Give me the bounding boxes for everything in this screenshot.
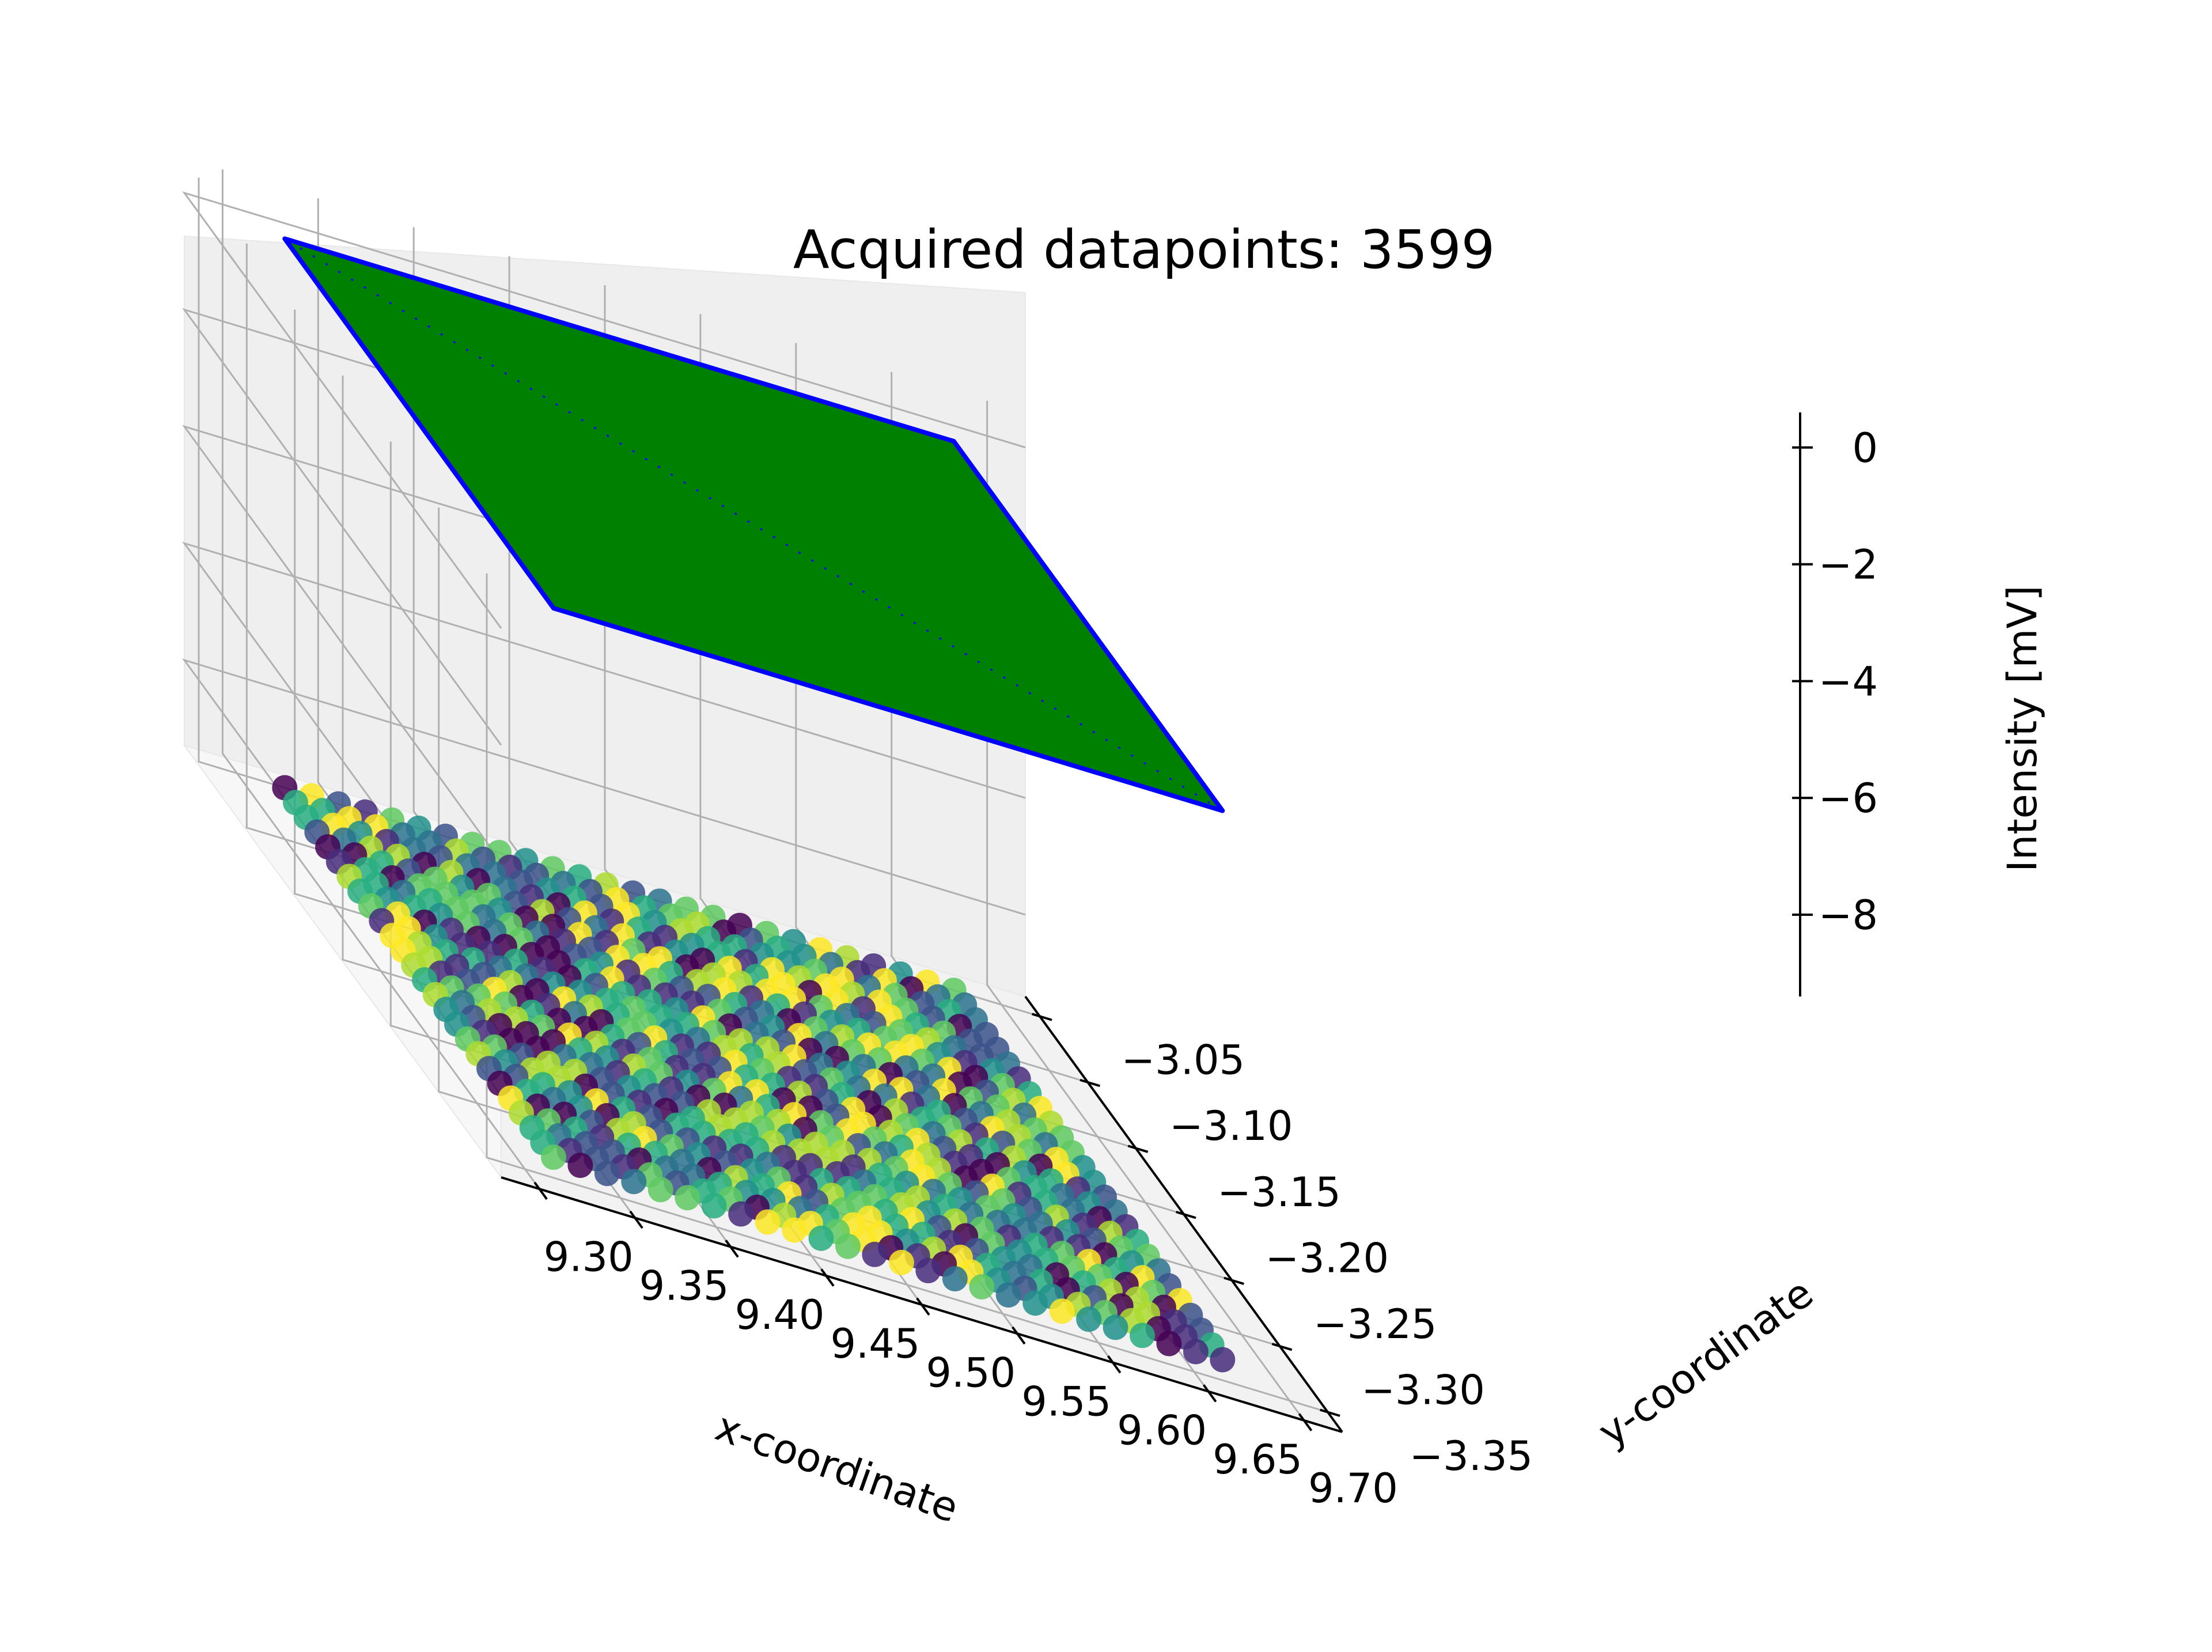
scatter-point bbox=[1103, 1314, 1128, 1340]
surface-diagonal bbox=[284, 238, 1224, 812]
scatter-point bbox=[728, 1201, 754, 1227]
x-tick-label: 9.55 bbox=[1021, 1378, 1111, 1426]
x-tick-mark bbox=[533, 1181, 548, 1200]
y-tick-label: −3.15 bbox=[1217, 1169, 1341, 1216]
scatter-point bbox=[862, 1241, 888, 1267]
y-tick-label: −3.05 bbox=[1122, 1037, 1245, 1084]
y-tick-mark bbox=[1176, 1211, 1196, 1219]
x-tick-mark bbox=[916, 1297, 930, 1316]
x-tick-label: 9.65 bbox=[1213, 1436, 1302, 1483]
y-tick-mark bbox=[1224, 1276, 1244, 1285]
x-tick-label: 9.50 bbox=[926, 1349, 1016, 1396]
z-tick-label: −4 bbox=[1819, 658, 1878, 705]
scatter-point bbox=[1049, 1298, 1075, 1324]
x-tick-mark bbox=[725, 1240, 739, 1258]
x-tick-mark bbox=[1012, 1326, 1026, 1345]
scatter-point bbox=[567, 1153, 593, 1179]
scatter-point bbox=[782, 1217, 808, 1243]
scatter-point bbox=[888, 1249, 914, 1275]
y-tick-mark bbox=[1080, 1078, 1100, 1088]
x-tick-mark bbox=[1202, 1384, 1217, 1403]
z-grid-line bbox=[182, 191, 1026, 629]
y-tick-label: −3.35 bbox=[1410, 1433, 1533, 1480]
y-tick-label: −3.10 bbox=[1169, 1102, 1293, 1150]
scatter-point bbox=[969, 1274, 995, 1299]
x-tick-mark bbox=[629, 1210, 643, 1229]
scatter-point bbox=[755, 1209, 781, 1235]
x-tick-label: 9.40 bbox=[735, 1291, 825, 1339]
y-grid-line bbox=[486, 573, 1328, 1414]
y-tick-label: −3.25 bbox=[1313, 1301, 1437, 1348]
surface-series bbox=[282, 236, 1225, 813]
scatter-point bbox=[915, 1257, 941, 1283]
chart-title: Acquired datapoints: 3599 bbox=[793, 219, 1495, 281]
x-tick-label: 9.60 bbox=[1117, 1407, 1207, 1454]
scatter-point bbox=[835, 1233, 861, 1259]
scatter-point bbox=[942, 1266, 968, 1291]
x-tick-mark bbox=[1107, 1355, 1122, 1374]
scatter-point bbox=[594, 1161, 620, 1187]
x-tick-label: 9.45 bbox=[830, 1320, 920, 1367]
scatter-point bbox=[1022, 1290, 1048, 1316]
z-tick-label: −2 bbox=[1819, 541, 1878, 589]
scatter-point bbox=[1183, 1339, 1209, 1365]
tick-labels: 9.309.359.409.459.509.559.609.659.70 −3.0… bbox=[533, 425, 1878, 1512]
scatter-point bbox=[1130, 1323, 1155, 1348]
x-tick-label: 9.70 bbox=[1308, 1465, 1398, 1512]
scatter-point bbox=[1076, 1306, 1102, 1332]
z-tick-label: 0 bbox=[1852, 425, 1878, 472]
x-tick-label: 9.35 bbox=[639, 1263, 729, 1310]
scatter-point bbox=[621, 1169, 647, 1195]
x-axis-label: x-coordinate bbox=[710, 1403, 964, 1532]
y-tick-mark bbox=[1271, 1343, 1293, 1351]
scatter-point bbox=[1210, 1347, 1236, 1373]
y-tick-mark bbox=[1320, 1408, 1340, 1417]
y-tick-label: −3.30 bbox=[1361, 1366, 1485, 1414]
x-grid-line bbox=[221, 169, 540, 1189]
scatter-point bbox=[995, 1282, 1021, 1308]
scatter-point bbox=[647, 1177, 673, 1203]
z-axis-label: Intensity [mV] bbox=[1999, 585, 2046, 872]
scatter-series bbox=[272, 775, 1236, 1373]
scatter-point bbox=[808, 1225, 834, 1251]
scatter-point bbox=[1156, 1331, 1182, 1357]
scatter-point bbox=[675, 1185, 700, 1211]
scatter-point bbox=[701, 1193, 727, 1219]
z-tick-label: −8 bbox=[1819, 892, 1878, 939]
y-tick-mark bbox=[1032, 1013, 1052, 1021]
y-tick-mark bbox=[1127, 1145, 1149, 1153]
scatter-point bbox=[541, 1145, 566, 1170]
x-tick-mark bbox=[1298, 1413, 1313, 1431]
y-tick-label: −3.20 bbox=[1266, 1234, 1389, 1282]
y-axis-label: y-coordinate bbox=[1589, 1269, 1821, 1456]
z-tick-label: −6 bbox=[1819, 775, 1878, 822]
x-tick-mark bbox=[820, 1268, 835, 1287]
x-tick-label: 9.30 bbox=[544, 1233, 634, 1280]
